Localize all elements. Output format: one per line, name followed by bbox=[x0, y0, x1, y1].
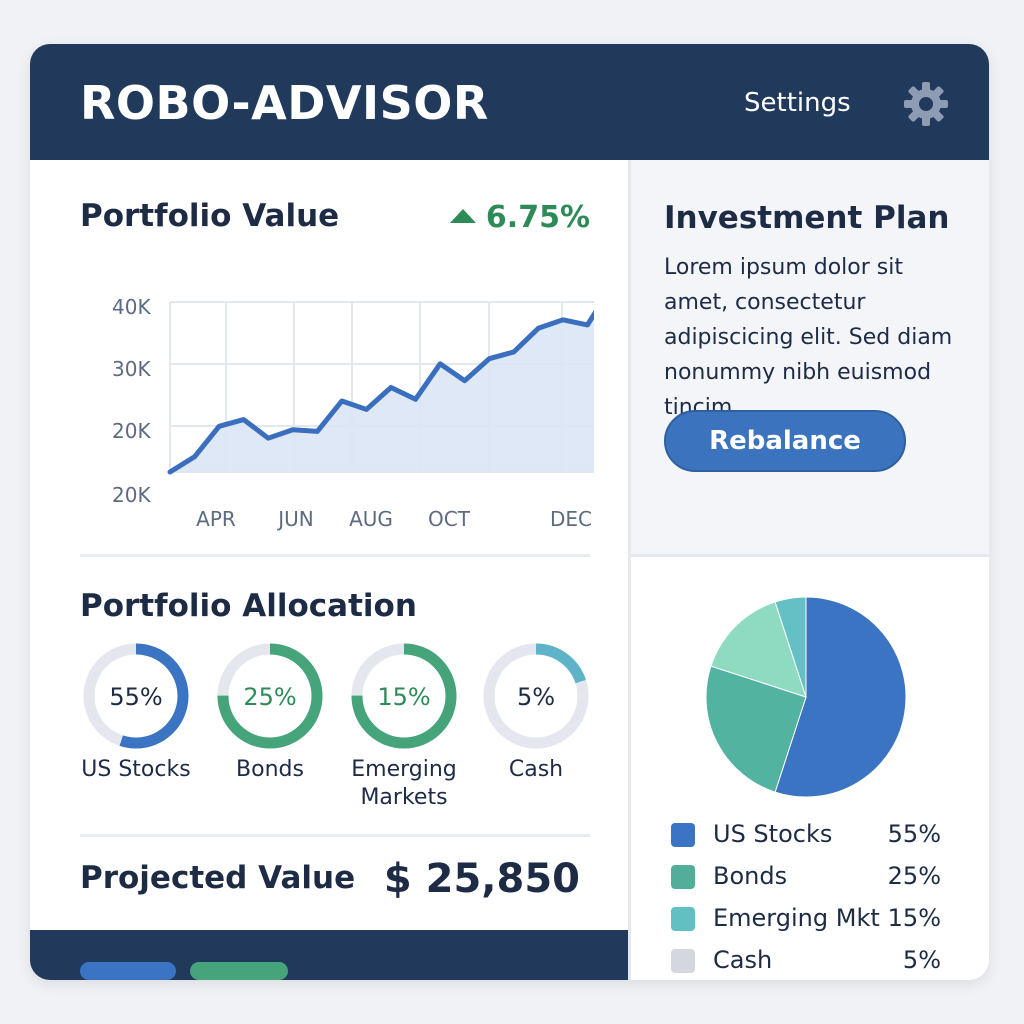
legend-swatch bbox=[671, 907, 695, 931]
y-tick-label: 20K bbox=[112, 419, 151, 443]
legend-percent: 5% bbox=[902, 946, 941, 974]
x-tick-label: APR bbox=[196, 507, 236, 531]
legend-item: Cash 5% bbox=[671, 946, 941, 976]
donut-ring: 5% bbox=[483, 643, 589, 749]
legend-item: Emerging Mkt 15% bbox=[671, 904, 941, 934]
allocation-item: 25% Bonds bbox=[204, 640, 336, 784]
x-tick-label: DEC bbox=[550, 507, 592, 531]
legend-name: Cash bbox=[713, 946, 773, 974]
donut-progress bbox=[83, 643, 189, 749]
app-header: ROBO-ADVISOR Settings bbox=[30, 44, 989, 160]
pie-slice bbox=[710, 601, 807, 698]
projected-value-label: Projected Value bbox=[80, 860, 356, 896]
allocation-item: 55% US Stocks bbox=[70, 640, 202, 784]
donut-progress bbox=[217, 643, 323, 749]
settings-link[interactable]: Settings bbox=[744, 88, 851, 118]
y-tick-label: 40K bbox=[112, 295, 151, 319]
app-title: ROBO-ADVISOR bbox=[80, 76, 489, 130]
chart-series-line bbox=[167, 309, 594, 475]
legend-item: US Stocks 55% bbox=[671, 820, 941, 850]
x-tick-label: AUG bbox=[349, 507, 393, 531]
section-divider bbox=[80, 834, 590, 837]
projected-value-amount: $ 25,850 bbox=[383, 856, 580, 902]
portfolio-change-value: 6.75% bbox=[485, 200, 590, 235]
left-column: Portfolio Value 6.75% 40K 30K 20K 20K APR JUN… bbox=[30, 160, 628, 980]
pie-slice bbox=[705, 665, 807, 793]
legend-swatch bbox=[671, 949, 695, 973]
legend-name: Emerging Mkt bbox=[713, 904, 880, 932]
legend-percent: 55% bbox=[887, 820, 941, 848]
donut-percent: 15% bbox=[377, 683, 430, 711]
donut-progress bbox=[483, 643, 589, 749]
legend-name: Bonds bbox=[713, 862, 788, 890]
donut-ring: 15% bbox=[351, 643, 457, 749]
pie-slice bbox=[774, 596, 807, 698]
donut-ring: 25% bbox=[217, 643, 323, 749]
pie-slice bbox=[774, 596, 907, 798]
gear-icon[interactable] bbox=[902, 80, 950, 128]
footer-pill-blue bbox=[80, 962, 176, 980]
rebalance-button[interactable]: Rebalance bbox=[664, 410, 906, 472]
legend-item: Bonds 25% bbox=[671, 862, 941, 892]
triangle-up-icon bbox=[449, 209, 476, 223]
legend-percent: 25% bbox=[887, 862, 941, 890]
donut-percent: 55% bbox=[109, 683, 162, 711]
y-tick-label: 20K bbox=[112, 483, 151, 507]
investment-plan-text: Lorem ipsum dolor sit amet, consectetur … bbox=[664, 255, 953, 420]
donut-label: Bonds bbox=[236, 757, 304, 782]
allocation-item: 15% Emerging Markets bbox=[338, 640, 470, 812]
portfolio-allocation-title: Portfolio Allocation bbox=[80, 588, 417, 624]
x-tick-label: JUN bbox=[276, 507, 314, 531]
investment-plan-title: Investment Plan bbox=[664, 200, 950, 236]
donut-progress bbox=[351, 643, 457, 749]
section-divider bbox=[631, 554, 989, 557]
allocation-pie-chart bbox=[705, 596, 907, 798]
investment-plan-panel: Investment Plan Lorem ipsum dolor sit am… bbox=[631, 160, 989, 554]
donut-label: Cash bbox=[508, 757, 564, 782]
robo-advisor-window: ROBO-ADVISOR Settings Portfolio Value 6.… bbox=[30, 44, 989, 980]
legend-swatch bbox=[671, 823, 695, 847]
donut-percent: 25% bbox=[243, 683, 296, 711]
donut-label: Markets bbox=[360, 785, 448, 810]
portfolio-value-chart: 40K 30K 20K 20K APR JUN AUG OCT DEC bbox=[112, 295, 594, 531]
legend-swatch bbox=[671, 865, 695, 889]
footer-bar bbox=[30, 930, 628, 980]
donut-label: US Stocks bbox=[81, 757, 191, 782]
y-tick-label: 30K bbox=[112, 357, 151, 381]
legend-name: US Stocks bbox=[713, 820, 833, 848]
section-divider bbox=[80, 554, 590, 557]
legend-percent: 15% bbox=[887, 904, 941, 932]
x-tick-label: OCT bbox=[428, 507, 471, 531]
donut-percent: 5% bbox=[517, 683, 555, 711]
portfolio-value-title: Portfolio Value bbox=[80, 198, 340, 234]
portfolio-change: 6.75% bbox=[449, 200, 590, 235]
right-column: Investment Plan Lorem ipsum dolor sit am… bbox=[628, 160, 989, 980]
donut-label: Emerging bbox=[351, 757, 457, 782]
chart-area-fill bbox=[170, 314, 594, 472]
allocation-item: 5% Cash bbox=[470, 640, 602, 784]
footer-pill-green bbox=[190, 962, 288, 980]
donut-ring: 55% bbox=[83, 643, 189, 749]
